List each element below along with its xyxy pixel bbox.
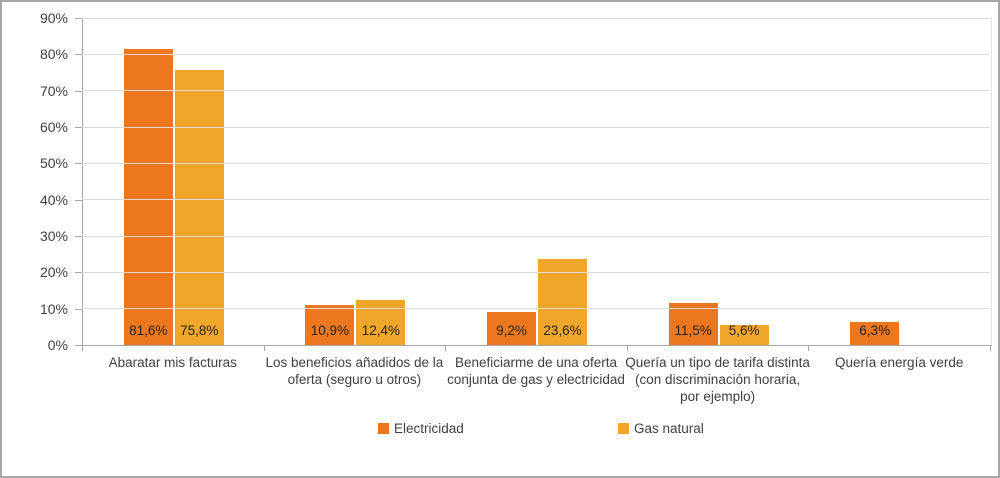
y-tick-mark [75, 163, 82, 165]
category-label: Quería energía verde [835, 355, 964, 370]
y-tick-mark [75, 54, 82, 56]
y-tick-mark [75, 18, 82, 19]
bar-value-label: 10,9% [310, 323, 350, 338]
bar-electricidad [487, 311, 536, 345]
category-label: Quería un tipo de tarifa distinta (con d… [625, 355, 810, 404]
gridline [82, 17, 990, 19]
y-tick-label: 70% [39, 82, 68, 99]
bar-electricidad [305, 305, 355, 345]
y-tick-label: 20% [39, 264, 68, 281]
gridline [82, 53, 990, 55]
bar-gas-natural [719, 324, 769, 345]
y-tick-mark [75, 236, 82, 237]
gridline [82, 308, 990, 310]
y-tick-mark [75, 127, 82, 128]
bar-gas-natural [174, 69, 224, 345]
category-label: Abaratar mis facturas [108, 355, 237, 370]
legend-item-electricidad: Electricidad [378, 421, 464, 436]
y-tick-label: 80% [39, 46, 68, 63]
legend-swatch-icon [618, 423, 629, 434]
category-tick-mark [626, 346, 628, 351]
bar-electricidad [668, 303, 718, 345]
legend-label: Gas natural [634, 421, 704, 436]
y-tick-mark [75, 345, 82, 346]
bar-gas-natural [356, 299, 406, 345]
bar-value-label: 12,4% [361, 323, 401, 338]
y-tick-mark [75, 308, 82, 310]
y-tick-label: 90% [39, 10, 68, 26]
category-tick-mark [82, 346, 83, 351]
bar-value-label: 9,2% [496, 323, 527, 338]
category-tick-mark [808, 346, 810, 351]
legend-label: Electricidad [394, 421, 464, 436]
bar-electricidad [850, 322, 900, 345]
y-tick-label: 10% [39, 300, 68, 317]
bar-value-label: 23,6% [543, 323, 582, 338]
gridline [82, 162, 990, 164]
gridline [82, 235, 990, 237]
category-label: Beneficiarme de una oferta conjunta de g… [447, 355, 625, 387]
bar-electricidad [123, 48, 173, 345]
gridline [82, 126, 990, 128]
bar-value-label: 75,8% [180, 323, 219, 338]
y-tick-label: 50% [39, 155, 68, 172]
category-label: Los beneficios añadidos de la oferta (se… [265, 355, 444, 387]
y-tick-label: 30% [39, 228, 68, 244]
category-tick-mark [990, 346, 991, 351]
legend-swatch-icon [378, 423, 389, 434]
bar-value-label: 11,5% [674, 323, 712, 338]
gridline [82, 271, 990, 273]
y-tick-mark [75, 199, 82, 201]
bar-value-label: 81,6% [129, 323, 168, 338]
legend-item-gas-natural: Gas natural [618, 421, 704, 436]
y-tick-mark [75, 90, 82, 92]
y-tick-mark [75, 272, 82, 274]
bar-gas-natural [538, 259, 587, 345]
gridline [82, 199, 990, 201]
plot-area: 81,6% 75,8% 10,9% 12,4% 9,2% 23,6% 11,5% 5,6% 6,… [82, 18, 992, 345]
bar-value-label: 6,3% [859, 323, 891, 338]
y-tick-label: 0% [47, 337, 68, 353]
bar-value-label: 5,6% [728, 323, 760, 338]
gridline [82, 90, 990, 92]
x-axis-line [82, 345, 992, 346]
y-tick-label: 40% [39, 191, 68, 208]
y-tick-label: 60% [39, 119, 68, 135]
category-tick-mark [445, 346, 447, 351]
category-tick-mark [263, 346, 265, 351]
